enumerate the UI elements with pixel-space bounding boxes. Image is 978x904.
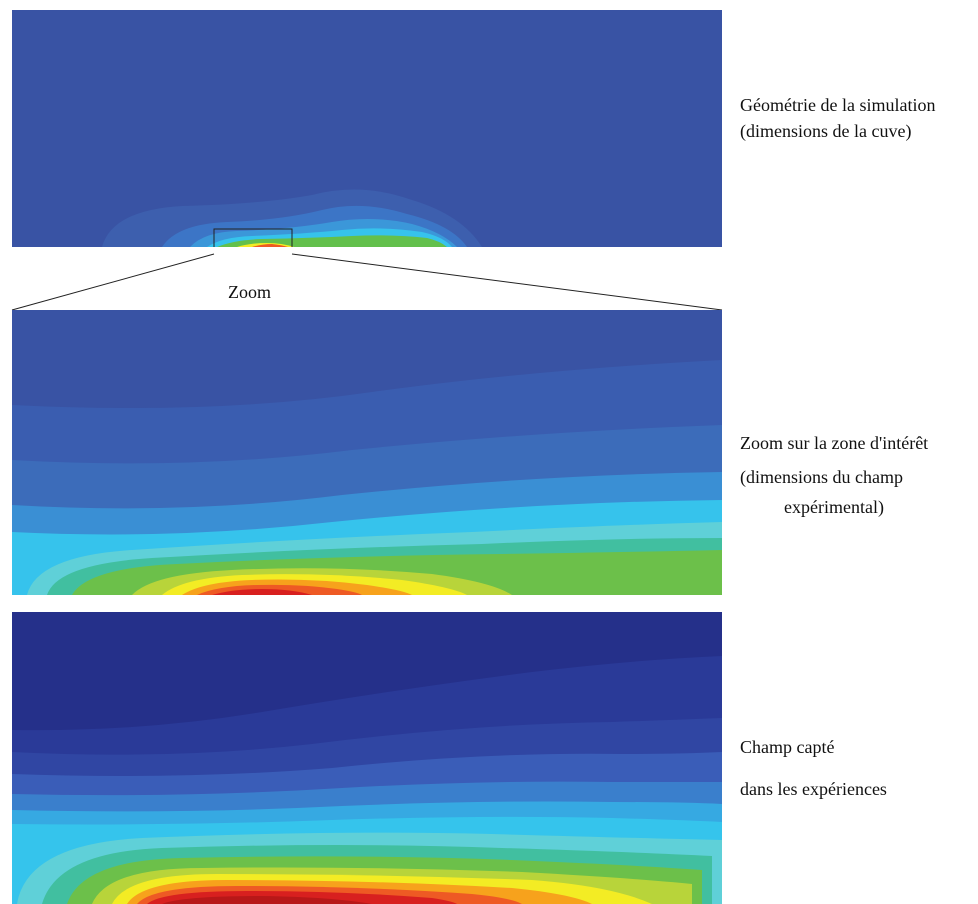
- geometry-caption: Géométrie de la simulation (dimensions d…: [740, 92, 935, 144]
- simulation-geometry-panel: [12, 10, 722, 247]
- geometry-caption-line2: (dimensions de la cuve): [740, 121, 912, 141]
- zoom-caption-line2: (dimensions du champ: [740, 467, 903, 487]
- zoom-caption-line3: expérimental): [784, 497, 884, 517]
- zoom-caption: Zoom sur la zone d'intérêt (dimensions d…: [740, 424, 928, 522]
- experimental-field: [12, 612, 722, 904]
- zoomed-simulation-field: [12, 310, 722, 595]
- zoom-caption-line1: Zoom sur la zone d'intérêt: [740, 433, 929, 453]
- geometry-caption-line1: Géométrie de la simulation: [740, 95, 936, 115]
- zoomed-simulation-panel: [12, 310, 722, 595]
- simulation-geometry-field: [12, 10, 722, 247]
- experiment-caption-line2: dans les expériences: [740, 779, 887, 799]
- experiment-caption: Champ capté dans les expériences: [740, 734, 887, 802]
- experimental-field-panel: [12, 612, 722, 904]
- experiment-caption-line1: Champ capté: [740, 737, 835, 757]
- zoom-label: Zoom: [228, 282, 271, 302]
